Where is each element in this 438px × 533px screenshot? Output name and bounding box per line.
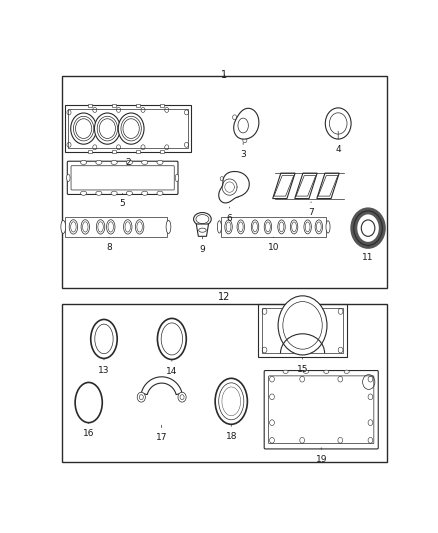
Ellipse shape bbox=[127, 191, 132, 195]
Text: 8: 8 bbox=[106, 243, 112, 252]
Ellipse shape bbox=[81, 191, 87, 195]
Ellipse shape bbox=[69, 220, 78, 234]
Text: 17: 17 bbox=[156, 433, 167, 442]
Text: 15: 15 bbox=[297, 365, 308, 374]
Ellipse shape bbox=[324, 370, 329, 374]
Text: 7: 7 bbox=[308, 208, 314, 217]
Circle shape bbox=[178, 392, 186, 402]
Ellipse shape bbox=[251, 220, 259, 234]
Ellipse shape bbox=[175, 174, 179, 182]
FancyBboxPatch shape bbox=[112, 150, 116, 154]
Text: 10: 10 bbox=[268, 243, 279, 252]
Ellipse shape bbox=[304, 220, 311, 234]
Ellipse shape bbox=[96, 220, 105, 234]
Circle shape bbox=[278, 296, 327, 355]
Ellipse shape bbox=[315, 220, 322, 234]
Polygon shape bbox=[219, 172, 249, 203]
Ellipse shape bbox=[194, 213, 211, 225]
Ellipse shape bbox=[141, 160, 148, 165]
Text: 1: 1 bbox=[222, 70, 227, 80]
Ellipse shape bbox=[344, 370, 349, 374]
Polygon shape bbox=[234, 108, 259, 139]
Circle shape bbox=[137, 392, 145, 402]
Ellipse shape bbox=[96, 191, 102, 195]
Polygon shape bbox=[238, 118, 248, 133]
Ellipse shape bbox=[67, 174, 70, 182]
Text: 4: 4 bbox=[336, 145, 341, 154]
Ellipse shape bbox=[157, 191, 163, 195]
Ellipse shape bbox=[283, 370, 288, 374]
Text: 2: 2 bbox=[125, 158, 131, 167]
FancyBboxPatch shape bbox=[88, 150, 92, 154]
Text: 19: 19 bbox=[315, 455, 327, 464]
Text: 18: 18 bbox=[226, 432, 237, 441]
FancyBboxPatch shape bbox=[159, 150, 164, 154]
Ellipse shape bbox=[217, 221, 222, 233]
Text: 5: 5 bbox=[120, 199, 126, 208]
FancyBboxPatch shape bbox=[88, 104, 92, 107]
Circle shape bbox=[95, 113, 120, 144]
Ellipse shape bbox=[81, 160, 87, 165]
Ellipse shape bbox=[81, 220, 89, 234]
Ellipse shape bbox=[326, 221, 330, 233]
Ellipse shape bbox=[264, 220, 272, 234]
Text: 11: 11 bbox=[362, 253, 374, 262]
Text: 12: 12 bbox=[218, 292, 231, 302]
Polygon shape bbox=[141, 377, 182, 394]
Text: 16: 16 bbox=[83, 429, 95, 438]
Text: 9: 9 bbox=[200, 245, 205, 254]
Ellipse shape bbox=[290, 220, 298, 234]
Ellipse shape bbox=[61, 220, 66, 233]
Ellipse shape bbox=[127, 160, 132, 165]
Ellipse shape bbox=[96, 160, 102, 165]
Text: 6: 6 bbox=[227, 214, 233, 223]
Ellipse shape bbox=[278, 220, 285, 234]
Text: 14: 14 bbox=[166, 367, 177, 376]
Ellipse shape bbox=[304, 370, 308, 374]
Circle shape bbox=[71, 113, 96, 144]
Text: 3: 3 bbox=[240, 150, 246, 159]
FancyBboxPatch shape bbox=[136, 150, 140, 154]
FancyBboxPatch shape bbox=[159, 104, 164, 107]
Ellipse shape bbox=[106, 220, 115, 234]
FancyBboxPatch shape bbox=[136, 104, 140, 107]
Circle shape bbox=[118, 113, 144, 144]
Circle shape bbox=[361, 220, 375, 236]
Ellipse shape bbox=[237, 220, 244, 234]
Ellipse shape bbox=[225, 220, 232, 234]
Ellipse shape bbox=[135, 220, 144, 234]
Ellipse shape bbox=[111, 160, 117, 165]
Polygon shape bbox=[196, 224, 208, 236]
Ellipse shape bbox=[111, 191, 117, 195]
Ellipse shape bbox=[166, 220, 171, 233]
Text: 13: 13 bbox=[98, 366, 110, 375]
FancyBboxPatch shape bbox=[112, 104, 116, 107]
Ellipse shape bbox=[124, 220, 132, 234]
Ellipse shape bbox=[141, 191, 148, 195]
Ellipse shape bbox=[157, 160, 163, 165]
